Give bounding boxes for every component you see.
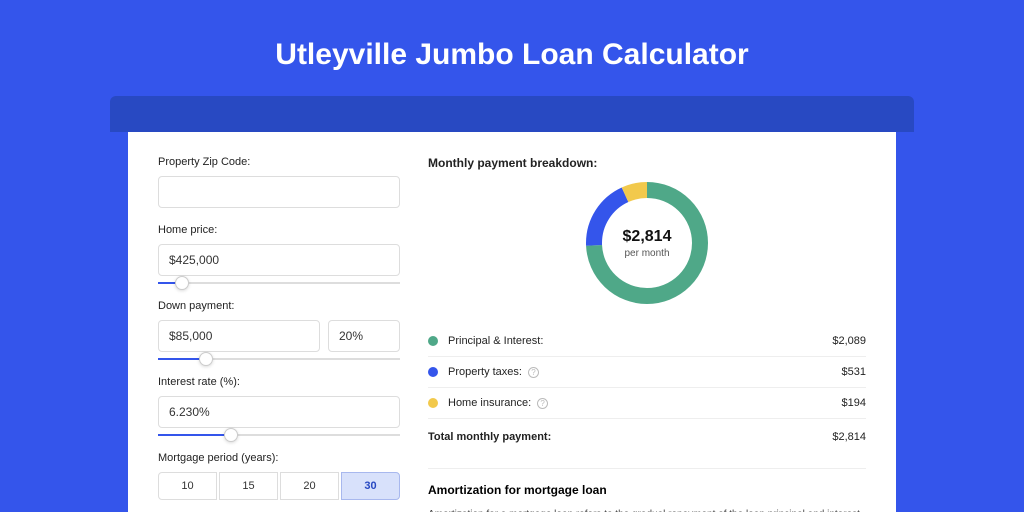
donut-sub: per month <box>624 248 669 259</box>
legend-dot <box>428 398 438 408</box>
period-label: Mortgage period (years): <box>158 452 400 464</box>
amortization-text: Amortization for a mortgage loan refers … <box>428 507 866 512</box>
legend-dot <box>428 367 438 377</box>
breakdown-row: Home insurance:?$194 <box>428 387 866 418</box>
header-strip <box>110 96 914 132</box>
zip-label: Property Zip Code: <box>158 156 400 168</box>
legend-dot <box>428 336 438 346</box>
home-price-slider[interactable] <box>158 282 400 284</box>
total-value: $2,814 <box>832 431 866 443</box>
breakdown-value: $2,089 <box>832 335 866 347</box>
amortization-title: Amortization for mortgage loan <box>428 483 866 497</box>
breakdown-panel: Monthly payment breakdown: $2,814 per mo… <box>428 156 866 512</box>
breakdown-label: Home insurance:? <box>448 397 842 409</box>
calculator-card: Property Zip Code: Home price: Down paym… <box>128 132 896 512</box>
zip-field: Property Zip Code: <box>158 156 400 208</box>
breakdown-row: Principal & Interest:$2,089 <box>428 326 866 356</box>
inputs-panel: Property Zip Code: Home price: Down paym… <box>158 156 400 512</box>
total-row: Total monthly payment: $2,814 <box>428 418 866 452</box>
donut-amount: $2,814 <box>623 228 672 246</box>
amortization-section: Amortization for mortgage loan Amortizat… <box>428 468 866 512</box>
home-price-input[interactable] <box>158 244 400 276</box>
breakdown-title: Monthly payment breakdown: <box>428 156 866 170</box>
down-payment-slider[interactable] <box>158 358 400 360</box>
slider-thumb[interactable] <box>199 352 213 366</box>
period-button-30[interactable]: 30 <box>341 472 400 500</box>
period-button-10[interactable]: 10 <box>158 472 217 500</box>
breakdown-label: Property taxes:? <box>448 366 842 378</box>
home-price-label: Home price: <box>158 224 400 236</box>
breakdown-row: Property taxes:?$531 <box>428 356 866 387</box>
total-label: Total monthly payment: <box>428 431 832 443</box>
interest-rate-field: Interest rate (%): <box>158 376 400 436</box>
period-button-15[interactable]: 15 <box>219 472 278 500</box>
breakdown-label: Principal & Interest: <box>448 335 832 347</box>
interest-rate-input[interactable] <box>158 396 400 428</box>
down-payment-field: Down payment: <box>158 300 400 360</box>
interest-rate-label: Interest rate (%): <box>158 376 400 388</box>
period-field: Mortgage period (years): 10152030 <box>158 452 400 500</box>
down-payment-amount-input[interactable] <box>158 320 320 352</box>
down-payment-label: Down payment: <box>158 300 400 312</box>
breakdown-value: $531 <box>842 366 866 378</box>
interest-rate-slider[interactable] <box>158 434 400 436</box>
info-icon[interactable]: ? <box>537 398 548 409</box>
page-title: Utleyville Jumbo Loan Calculator <box>0 0 1024 96</box>
donut-chart: $2,814 per month <box>428 182 866 304</box>
slider-thumb[interactable] <box>175 276 189 290</box>
down-payment-pct-input[interactable] <box>328 320 400 352</box>
breakdown-value: $194 <box>842 397 866 409</box>
zip-input[interactable] <box>158 176 400 208</box>
slider-thumb[interactable] <box>224 428 238 442</box>
info-icon[interactable]: ? <box>528 367 539 378</box>
period-button-20[interactable]: 20 <box>280 472 339 500</box>
home-price-field: Home price: <box>158 224 400 284</box>
